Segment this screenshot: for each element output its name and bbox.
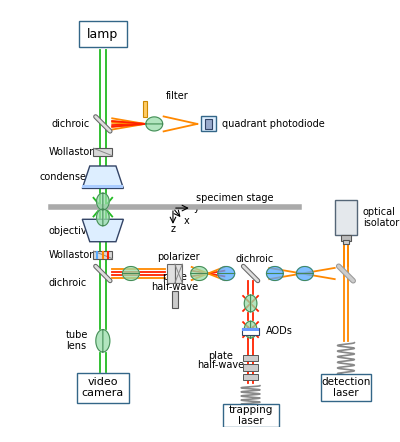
Bar xyxy=(78,21,127,47)
Bar xyxy=(341,235,351,241)
Bar xyxy=(172,291,178,308)
Bar xyxy=(94,148,112,156)
Bar xyxy=(343,240,349,244)
Bar xyxy=(242,328,259,335)
Polygon shape xyxy=(191,267,208,281)
Bar xyxy=(205,119,212,129)
Polygon shape xyxy=(82,166,124,188)
Text: y: y xyxy=(194,203,199,213)
Bar xyxy=(335,200,357,235)
Bar xyxy=(167,264,175,283)
Polygon shape xyxy=(96,330,110,352)
Text: plate: plate xyxy=(208,351,233,361)
Text: quadrant photodiode: quadrant photodiode xyxy=(222,119,324,129)
Text: polarizer: polarizer xyxy=(157,251,200,262)
Bar xyxy=(222,404,279,427)
Text: trapping
laser: trapping laser xyxy=(228,405,273,427)
Text: AODs: AODs xyxy=(266,327,292,336)
Bar xyxy=(82,185,124,188)
Text: Wollaston: Wollaston xyxy=(49,250,96,260)
Polygon shape xyxy=(218,267,235,281)
Polygon shape xyxy=(82,219,124,242)
Bar xyxy=(321,374,371,400)
Polygon shape xyxy=(244,321,257,338)
Text: half-wave: half-wave xyxy=(151,282,198,292)
Text: lens: lens xyxy=(67,341,87,351)
Bar xyxy=(77,373,129,403)
Text: dichroic: dichroic xyxy=(52,119,90,129)
Text: condenser: condenser xyxy=(39,172,90,182)
Text: z: z xyxy=(170,224,176,234)
Text: specimen stage: specimen stage xyxy=(196,193,274,203)
Text: dichroic: dichroic xyxy=(235,254,274,263)
Bar xyxy=(201,116,216,131)
Polygon shape xyxy=(146,117,163,131)
Bar xyxy=(243,373,258,380)
Polygon shape xyxy=(96,209,109,226)
Text: x: x xyxy=(183,216,189,226)
Bar xyxy=(143,100,147,118)
Text: half-wave: half-wave xyxy=(197,360,244,370)
Polygon shape xyxy=(266,267,283,281)
Text: lamp: lamp xyxy=(87,28,118,41)
Text: optical
isolator: optical isolator xyxy=(363,206,399,228)
Bar xyxy=(243,364,258,371)
Polygon shape xyxy=(96,193,109,210)
Text: video
camera: video camera xyxy=(82,377,124,398)
Polygon shape xyxy=(296,267,313,281)
Polygon shape xyxy=(122,267,139,281)
Text: detection
laser: detection laser xyxy=(321,377,371,398)
Text: Wollaston: Wollaston xyxy=(49,147,96,157)
Text: dichroic: dichroic xyxy=(49,278,87,288)
Text: filter: filter xyxy=(166,91,188,101)
Bar xyxy=(94,251,112,259)
Polygon shape xyxy=(244,295,257,312)
Bar xyxy=(175,264,182,283)
Text: tube: tube xyxy=(66,330,88,340)
Text: objective: objective xyxy=(49,225,93,236)
Bar xyxy=(242,328,259,331)
Bar xyxy=(243,355,258,362)
Text: plate: plate xyxy=(162,272,187,282)
